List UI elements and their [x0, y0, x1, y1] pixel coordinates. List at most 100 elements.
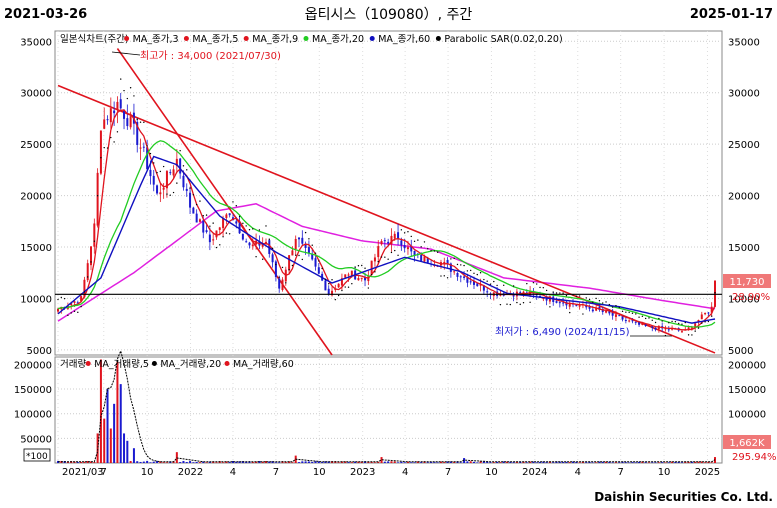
sar-dot — [549, 306, 551, 308]
sar-dot — [615, 304, 617, 307]
sar-dot — [377, 260, 379, 263]
sar-dot — [321, 267, 323, 270]
sar-dot — [67, 314, 69, 317]
volume-bar — [661, 462, 664, 463]
candle-body — [585, 305, 588, 308]
volume-bar — [222, 462, 225, 463]
candle-body — [393, 233, 396, 239]
volume-bar — [231, 461, 234, 463]
sar-dot — [710, 315, 713, 317]
sar-dot — [539, 286, 541, 289]
volume-bar — [304, 461, 307, 463]
candle-body — [403, 245, 406, 249]
volume-bar — [205, 462, 208, 463]
sar-dot — [225, 232, 228, 234]
volume-bar — [634, 462, 637, 463]
candle-body — [222, 218, 225, 229]
volume-bar — [182, 460, 185, 463]
time-tick: 4 — [402, 467, 408, 478]
candle-body — [119, 99, 122, 109]
candle-body — [80, 296, 83, 302]
trend-line-1 — [57, 84, 716, 354]
sar-dot — [77, 311, 79, 314]
volume-bar — [146, 460, 149, 463]
volume-bar — [598, 461, 601, 463]
sar-dot — [275, 263, 277, 266]
sar-dot — [545, 289, 548, 292]
sar-dot — [271, 247, 274, 250]
candle-body — [90, 246, 93, 266]
sar-dot — [268, 238, 270, 240]
legend-label-1: MA_종가,3 — [133, 34, 179, 45]
sar-dot — [113, 141, 115, 143]
candle-body — [116, 101, 119, 110]
price-tick-left: 35000 — [20, 37, 52, 48]
legend-label-5: MA_종가,60 — [378, 34, 430, 45]
sar-dot — [456, 263, 459, 266]
volume-bar — [647, 462, 650, 463]
sar-dot — [73, 310, 76, 313]
candle-body — [654, 327, 657, 330]
volume-bar — [704, 462, 707, 463]
sar-dot — [291, 264, 294, 267]
legend-label-2: MA_거래량,20 — [160, 358, 221, 370]
candle-body — [103, 119, 106, 129]
candle-body — [307, 247, 310, 254]
volume-bar — [228, 462, 231, 463]
sar-dot — [172, 191, 175, 194]
sar-dot — [179, 150, 181, 152]
time-tick: 10 — [313, 467, 326, 478]
sar-dot — [460, 264, 462, 266]
volume-bar — [268, 461, 271, 463]
sar-dot — [403, 232, 406, 234]
candle-body — [149, 169, 152, 177]
sar-dot — [70, 312, 72, 314]
volume-bar — [519, 461, 522, 463]
candle-body — [142, 146, 145, 148]
candle-body — [707, 312, 710, 314]
time-tick: 4 — [575, 467, 581, 478]
candle-body — [235, 221, 238, 224]
candle-body — [383, 240, 386, 242]
volume-bar — [132, 448, 135, 463]
sar-dot — [129, 87, 132, 89]
stock-chart[interactable]: 5000 5000 10000 10000 15000 15000 20000 20000 25… — [0, 0, 777, 490]
price-tick-right: 10000 — [728, 294, 760, 305]
sar-dot — [133, 95, 135, 97]
volume-bar — [476, 462, 479, 463]
sar-dot — [228, 233, 231, 235]
candle-body — [251, 244, 254, 247]
volume-bar — [311, 461, 314, 463]
trend-line-2 — [116, 48, 333, 356]
volume-bar — [700, 461, 703, 463]
sar-dot — [370, 274, 373, 276]
volume-bar — [373, 462, 376, 463]
volume-legend: 거래량 MA_거래량,5 MA_거래량,20 MA_거래량,60 — [60, 358, 294, 370]
volume-bar — [298, 462, 301, 463]
volume-bar — [618, 462, 621, 463]
candle-body — [192, 207, 195, 214]
candle-body — [519, 292, 522, 294]
volume-bar — [631, 462, 634, 463]
candle-body — [195, 213, 198, 223]
candle-body — [215, 230, 218, 238]
sar-dot — [153, 162, 155, 164]
sar-dot — [677, 322, 680, 325]
volume-tick-left: 100000 — [14, 410, 52, 421]
candle-body — [109, 108, 112, 123]
sar-dot — [354, 266, 356, 268]
candle-body — [162, 187, 165, 190]
candle-body — [208, 234, 211, 243]
sar-dot — [126, 97, 129, 100]
candle-body — [694, 323, 697, 328]
price-tick-right: 35000 — [728, 37, 760, 48]
candle-body — [558, 302, 561, 304]
price-tick-right: 25000 — [728, 140, 760, 151]
sar-dot — [60, 296, 63, 299]
sar-dot — [374, 271, 376, 273]
candle-body — [261, 243, 264, 247]
sar-dot — [87, 276, 89, 278]
volume-tick-right: 200000 — [728, 360, 766, 371]
sar-dot — [697, 327, 700, 329]
sar-dot — [314, 252, 317, 254]
